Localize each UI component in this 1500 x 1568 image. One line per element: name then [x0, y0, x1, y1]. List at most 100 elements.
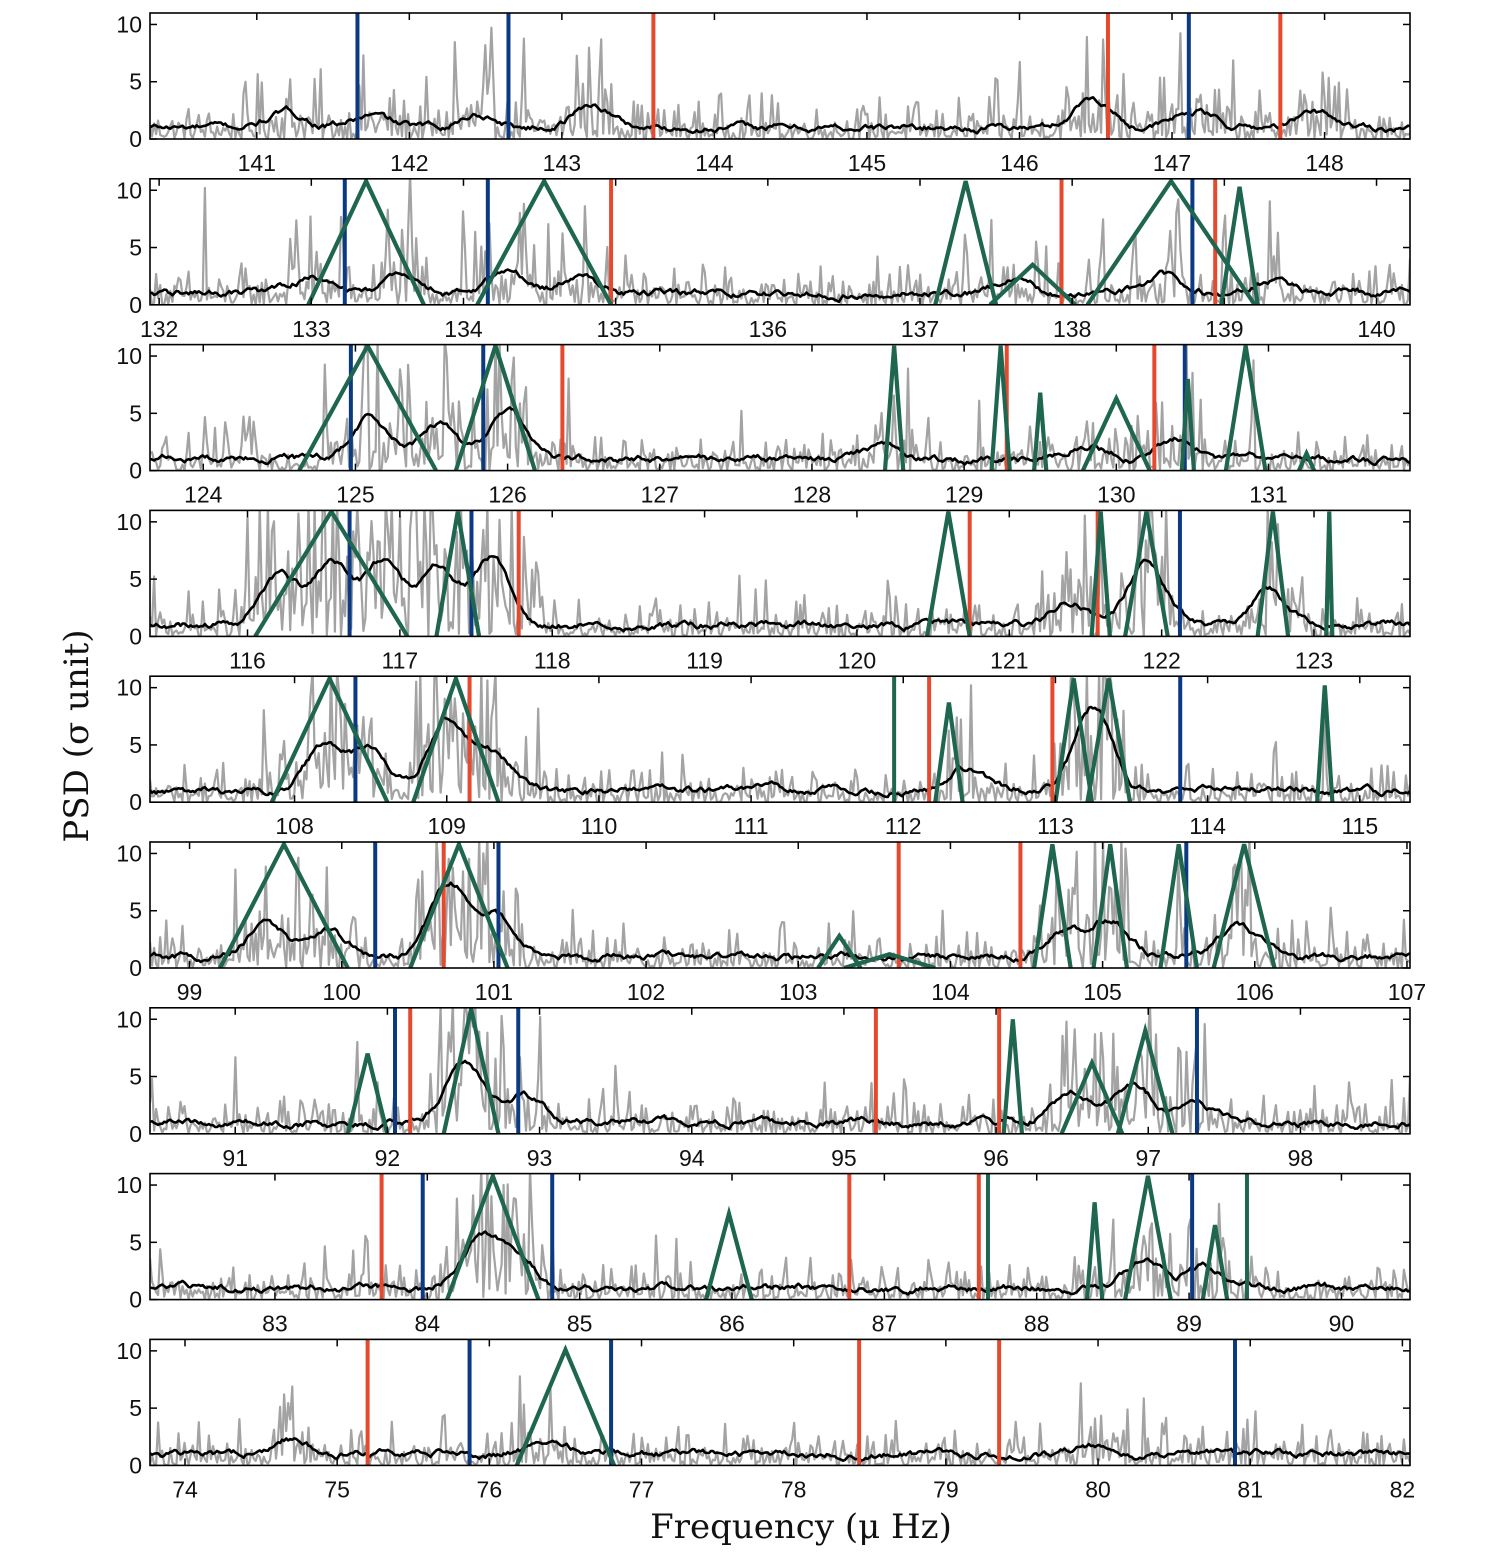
- x-tick-label: 136: [749, 316, 787, 342]
- x-tick-label: 97: [1135, 1145, 1161, 1171]
- panel-6: 0 5 10 99 100 101 102 103 104 105 106 107: [116, 840, 1426, 1005]
- panel-frame: [149, 1338, 1411, 1467]
- x-tick-label: 76: [477, 1476, 503, 1502]
- psd-smoothed-series: [150, 881, 1410, 964]
- x-tick-label: 108: [275, 813, 313, 839]
- x-tick-label: 75: [324, 1476, 350, 1502]
- fit-profile: [269, 676, 390, 803]
- fit-profile: [1084, 1202, 1105, 1300]
- fit-profile: [408, 842, 510, 968]
- fit-profile: [704, 1205, 754, 1300]
- y-tick-label: 0: [129, 292, 142, 318]
- x-tick-label: 148: [1305, 150, 1343, 176]
- panel-plot-area: [150, 1173, 1410, 1300]
- x-tick-label: 90: [1329, 1311, 1355, 1337]
- panel-frame: [149, 343, 1411, 472]
- x-tick-label: 87: [872, 1311, 898, 1337]
- fit-profile: [514, 1344, 617, 1466]
- y-tick-label: 0: [129, 1452, 142, 1478]
- x-tick-label: 143: [543, 150, 581, 176]
- y-tick-label: 5: [129, 69, 142, 95]
- y-tick-label: 0: [129, 789, 142, 815]
- fit-profile: [1179, 378, 1197, 471]
- x-tick-label: 100: [323, 979, 361, 1005]
- y-tick-label: 5: [129, 1064, 142, 1090]
- x-tick-label: 85: [567, 1311, 593, 1337]
- panel-frame: [149, 509, 1411, 638]
- panel-7: 0 5 10 91 92 93 94 95 96 97 98: [116, 1006, 1411, 1171]
- fit-profile: [1200, 1224, 1230, 1300]
- x-tick-label: 106: [1236, 979, 1274, 1005]
- x-tick-label: 117: [382, 647, 419, 673]
- fit-profile: [1001, 1019, 1025, 1134]
- x-tick-label: 94: [679, 1145, 705, 1171]
- y-tick-label: 0: [129, 955, 142, 981]
- fit-profile: [924, 511, 972, 637]
- fit-profile: [1115, 1022, 1175, 1134]
- x-tick-label: 88: [1024, 1311, 1050, 1337]
- x-tick-label: 135: [596, 316, 634, 342]
- fit-profile: [1219, 186, 1260, 305]
- fit-profile: [1053, 678, 1095, 803]
- x-tick-label: 110: [581, 813, 618, 839]
- fit-profile: [933, 180, 999, 305]
- y-tick-label: 5: [129, 1395, 142, 1421]
- x-tick-label: 80: [1085, 1476, 1111, 1502]
- fit-profile: [345, 1053, 390, 1134]
- x-tick-label: 147: [1153, 150, 1191, 176]
- fit-profile: [434, 511, 482, 637]
- x-tick-label: 127: [641, 482, 679, 508]
- x-tick-label: 131: [1249, 482, 1287, 508]
- panel-plot-area: [150, 344, 1410, 471]
- fit-profile: [1080, 393, 1152, 471]
- x-tick-label: 129: [945, 482, 983, 508]
- x-tick-label: 125: [336, 482, 374, 508]
- x-tick-label: 95: [831, 1145, 857, 1171]
- y-tick-label: 0: [129, 1287, 142, 1313]
- x-tick-label: 74: [172, 1476, 198, 1502]
- x-tick-label: 105: [1083, 979, 1121, 1005]
- fit-profile: [218, 842, 350, 968]
- x-tick-label: 119: [686, 647, 723, 673]
- x-tick-label: 133: [292, 316, 330, 342]
- fit-profile: [1315, 685, 1335, 803]
- panel-3: 0 5 10 124 125 126 127 128 129 130 131: [116, 343, 1411, 508]
- fit-profile: [989, 345, 1012, 471]
- x-tick-label: 82: [1390, 1476, 1416, 1502]
- x-tick-label: 141: [238, 150, 276, 176]
- x-tick-label: 98: [1288, 1145, 1314, 1171]
- x-tick-label: 122: [1142, 647, 1180, 673]
- psd-smoothed-series: [150, 406, 1410, 467]
- fit-profile: [1091, 844, 1130, 968]
- fit-profile: [453, 344, 538, 471]
- x-tick-label: 130: [1097, 482, 1135, 508]
- x-tick-label: 137: [901, 316, 939, 342]
- y-tick-label: 10: [116, 11, 142, 37]
- fit-profile: [411, 676, 501, 803]
- fit-profile: [441, 1008, 501, 1134]
- fit-profile: [816, 932, 863, 968]
- fit-profile: [1223, 345, 1268, 471]
- panel-8: 0 5 10 83 84 85 86 87 88 89 90: [116, 1172, 1411, 1337]
- fit-profile: [1032, 843, 1073, 968]
- x-tick-label: 142: [390, 150, 428, 176]
- x-tick-label: 124: [184, 482, 223, 508]
- y-tick-label: 0: [129, 458, 142, 484]
- x-tick-label: 134: [444, 316, 483, 342]
- y-tick-label: 10: [116, 840, 142, 866]
- fit-profile: [882, 345, 906, 471]
- x-tick-label: 109: [428, 813, 466, 839]
- fit-profile: [1059, 1057, 1125, 1134]
- x-tick-label: 120: [838, 647, 876, 673]
- psd-smoothed-series: [150, 555, 1410, 633]
- panel-plot-area: [150, 13, 1410, 139]
- psd-smoothed-series: [150, 1059, 1410, 1131]
- panel-plot-area: [150, 510, 1410, 637]
- fit-profile: [1032, 392, 1049, 471]
- x-tick-label: 128: [793, 482, 831, 508]
- psd-smoothed-series: [150, 1437, 1410, 1462]
- y-tick-label: 10: [116, 1006, 142, 1032]
- psd-raw-series: [150, 1173, 1410, 1300]
- y-tick-label: 0: [129, 126, 142, 152]
